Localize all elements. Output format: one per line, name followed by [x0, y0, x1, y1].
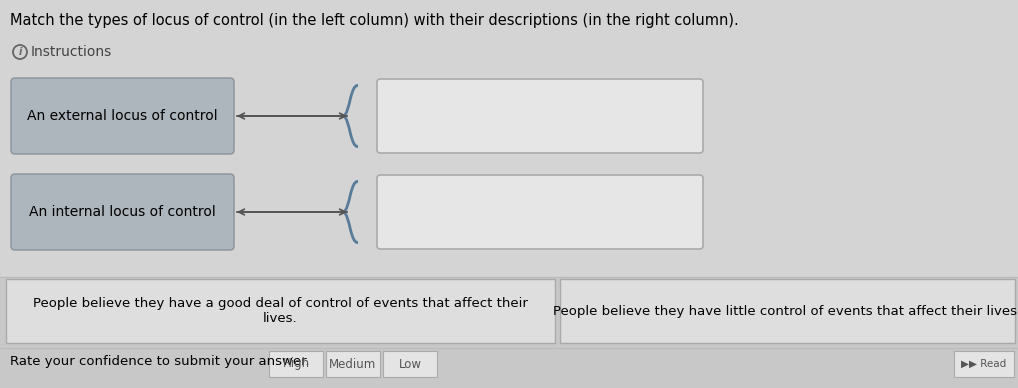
Text: High: High: [282, 357, 309, 371]
Text: An external locus of control: An external locus of control: [27, 109, 218, 123]
Text: i: i: [18, 47, 21, 57]
Text: Rate your confidence to submit your answer.: Rate your confidence to submit your answ…: [10, 355, 309, 367]
FancyBboxPatch shape: [326, 351, 380, 377]
Bar: [0, 277, 1018, 388]
FancyBboxPatch shape: [954, 351, 1014, 377]
FancyBboxPatch shape: [6, 279, 555, 343]
Text: Match the types of locus of control (in the left column) with their descriptions: Match the types of locus of control (in …: [10, 13, 739, 28]
Text: Medium: Medium: [330, 357, 377, 371]
FancyBboxPatch shape: [269, 351, 323, 377]
FancyBboxPatch shape: [377, 175, 703, 249]
Text: An internal locus of control: An internal locus of control: [30, 205, 216, 219]
Text: ▶▶ Read: ▶▶ Read: [961, 359, 1007, 369]
FancyBboxPatch shape: [11, 78, 234, 154]
FancyBboxPatch shape: [560, 279, 1015, 343]
Text: People believe they have little control of events that affect their lives.: People believe they have little control …: [554, 305, 1018, 317]
FancyBboxPatch shape: [377, 79, 703, 153]
Text: Low: Low: [398, 357, 421, 371]
Text: People believe they have a good deal of control of events that affect their
live: People believe they have a good deal of …: [33, 297, 528, 325]
FancyBboxPatch shape: [383, 351, 437, 377]
FancyBboxPatch shape: [11, 174, 234, 250]
Text: Instructions: Instructions: [31, 45, 112, 59]
